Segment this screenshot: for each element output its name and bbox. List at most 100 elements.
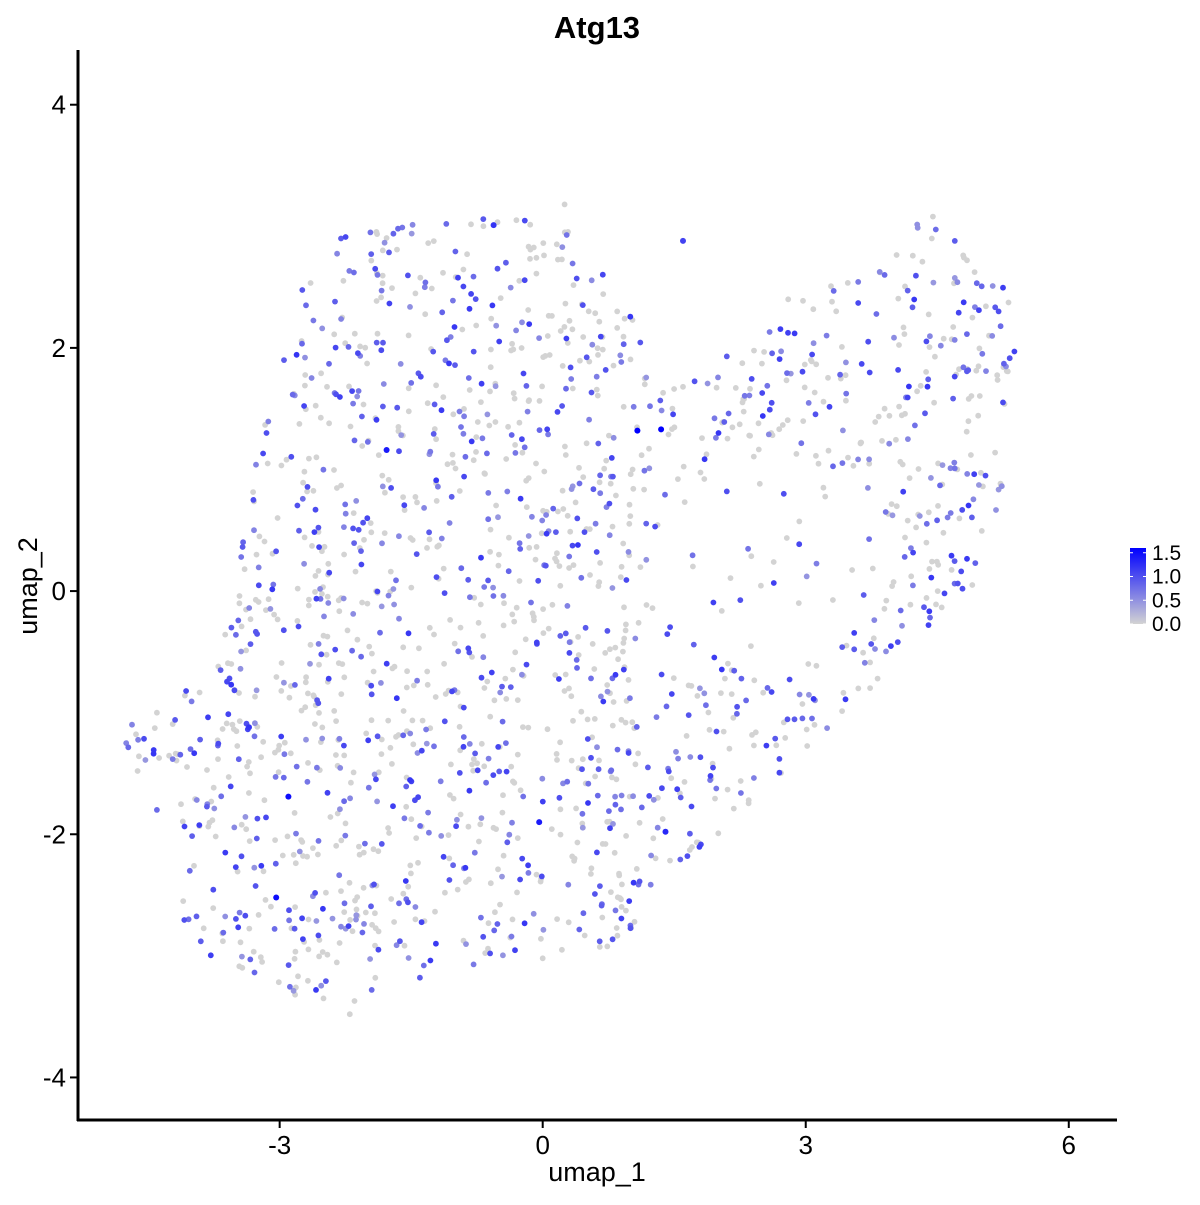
cell-point	[597, 333, 604, 340]
cell-point	[485, 755, 492, 762]
cell-point	[430, 348, 437, 355]
cell-point	[541, 252, 547, 259]
cell-point	[317, 414, 324, 421]
cell-point	[839, 460, 846, 466]
cell-point	[419, 717, 426, 724]
cell-point	[427, 448, 434, 455]
cell-point	[321, 543, 328, 550]
cell-point	[301, 560, 307, 567]
cell-point	[728, 691, 735, 697]
cell-point	[576, 926, 583, 933]
cell-point	[295, 973, 301, 980]
cell-point	[730, 714, 737, 721]
cell-point	[806, 691, 812, 698]
cell-point	[310, 317, 317, 324]
cell-point	[260, 868, 267, 875]
cell-point	[914, 221, 921, 228]
cell-point	[701, 476, 708, 482]
cell-point	[407, 730, 414, 737]
cell-point	[383, 660, 390, 667]
cell-point	[559, 403, 565, 409]
cell-point	[579, 810, 586, 817]
cell-point	[654, 824, 661, 831]
cell-point	[218, 793, 225, 800]
cell-point	[242, 814, 249, 820]
cell-point	[263, 430, 270, 436]
cell-point	[341, 900, 348, 907]
cell-point	[335, 597, 342, 604]
cell-point	[553, 558, 560, 565]
cell-point	[251, 527, 257, 534]
cell-point	[621, 635, 628, 642]
cell-point	[371, 881, 377, 888]
cell-point	[759, 413, 766, 419]
cell-point	[473, 322, 480, 329]
cell-point	[231, 687, 238, 694]
cell-point	[795, 600, 802, 606]
cell-point	[326, 360, 332, 367]
cell-point	[217, 667, 224, 673]
cell-point	[539, 955, 546, 962]
cell-point	[829, 298, 835, 305]
cell-point	[873, 311, 880, 317]
cell-point	[440, 394, 447, 400]
cell-point	[463, 941, 469, 947]
cell-point	[205, 714, 211, 721]
cell-point	[332, 298, 338, 305]
cell-point	[373, 229, 380, 235]
cell-point	[562, 443, 568, 450]
cell-point	[510, 666, 516, 673]
cell-point	[531, 617, 537, 624]
cell-point	[246, 838, 253, 844]
cell-point	[305, 760, 311, 766]
cell-point	[951, 238, 958, 244]
cell-point	[307, 660, 313, 667]
cell-point	[630, 879, 637, 886]
cell-point	[385, 476, 392, 483]
cell-point	[470, 767, 477, 774]
cell-point	[135, 736, 142, 743]
cell-point	[278, 688, 285, 694]
cell-point	[575, 542, 581, 548]
cell-point	[460, 430, 467, 437]
cell-point	[450, 862, 456, 869]
cell-point	[500, 622, 507, 629]
cell-point	[386, 830, 392, 836]
cell-point	[559, 256, 565, 263]
cell-point	[839, 708, 845, 714]
cell-point	[503, 696, 510, 702]
cell-point	[575, 634, 581, 640]
cell-point	[743, 697, 749, 704]
cell-point	[488, 315, 495, 322]
cell-point	[452, 465, 459, 472]
cell-point	[207, 952, 214, 959]
cell-point	[233, 728, 240, 735]
cell-point	[227, 783, 234, 790]
cell-point	[521, 217, 528, 224]
cell-point	[320, 905, 326, 912]
cell-point	[134, 768, 141, 774]
cell-point	[387, 744, 394, 751]
cell-point	[390, 803, 396, 810]
cell-point	[965, 502, 972, 509]
cell-point	[971, 269, 978, 275]
cell-point	[485, 490, 492, 496]
cell-point	[588, 865, 595, 872]
cell-point	[801, 361, 808, 368]
cell-point	[513, 217, 520, 224]
cell-point	[242, 912, 249, 919]
cell-point	[499, 873, 505, 880]
cell-point	[338, 837, 345, 844]
cell-point	[591, 666, 598, 672]
cell-point	[622, 719, 629, 726]
cell-point	[554, 409, 561, 415]
cell-point	[886, 440, 893, 447]
cell-point	[923, 520, 930, 527]
cell-point	[412, 916, 419, 923]
cell-point	[324, 593, 331, 600]
cell-point	[620, 341, 627, 348]
cell-point	[913, 272, 919, 279]
cell-point	[428, 285, 435, 292]
cell-point	[150, 750, 157, 757]
cell-point	[618, 915, 625, 922]
